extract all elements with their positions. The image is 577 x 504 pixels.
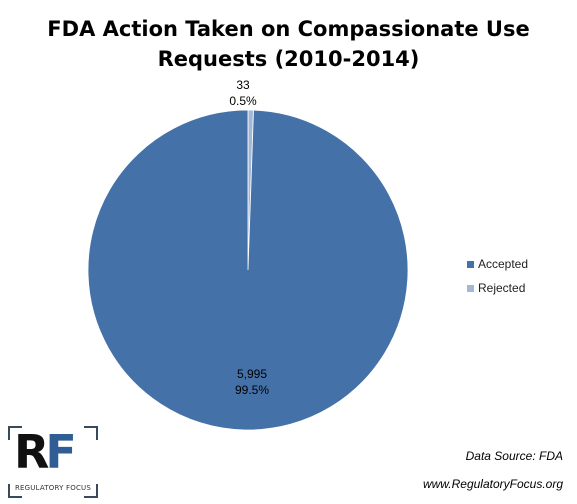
logo-bracket-bottom-left bbox=[8, 484, 22, 498]
legend-item-accepted: Accepted bbox=[467, 252, 528, 276]
data-label-accepted-value: 5,995 bbox=[237, 367, 267, 381]
data-label-rejected-percent: 0.5% bbox=[229, 94, 257, 108]
pie-slice-accepted bbox=[87, 109, 409, 431]
logo-letters: RF bbox=[14, 425, 77, 479]
data-source-note: Data Source: FDA bbox=[465, 449, 563, 463]
regulatory-focus-logo: RF REGULATORY FOCUS bbox=[8, 426, 98, 498]
legend-swatch-rejected bbox=[467, 284, 474, 292]
legend-item-rejected: Rejected bbox=[467, 276, 528, 300]
chart-legend: Accepted Rejected bbox=[467, 252, 528, 300]
logo-bracket-top-left bbox=[8, 426, 22, 440]
chart-title-line-1: FDA Action Taken on Compassionate Use bbox=[47, 17, 530, 41]
logo-bracket-top-right bbox=[84, 426, 98, 440]
legend-swatch-accepted bbox=[467, 260, 474, 268]
legend-label-accepted: Accepted bbox=[478, 257, 529, 271]
pie-slices bbox=[87, 109, 409, 431]
legend-label-rejected: Rejected bbox=[478, 281, 526, 295]
logo-bracket-bottom-right bbox=[84, 484, 98, 498]
chart-title-line-2: Requests (2010-2014) bbox=[157, 47, 420, 71]
chart-title: FDA Action Taken on Compassionate Use Re… bbox=[0, 14, 577, 74]
pie-data-labels: 5,995 99.5% 33 0.5% bbox=[229, 78, 269, 397]
data-label-rejected-value: 33 bbox=[236, 78, 250, 92]
website-url: www.RegulatoryFocus.org bbox=[422, 477, 563, 491]
logo-subtitle: REGULATORY FOCUS bbox=[14, 484, 92, 492]
data-label-accepted-percent: 99.5% bbox=[235, 383, 269, 397]
